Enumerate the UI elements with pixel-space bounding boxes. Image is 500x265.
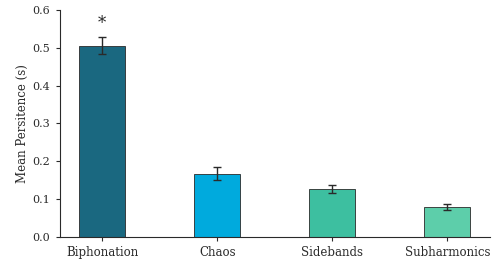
- Bar: [310, 189, 356, 237]
- Y-axis label: Mean Persitence (s): Mean Persitence (s): [16, 64, 28, 183]
- Bar: [424, 207, 470, 237]
- Bar: [194, 174, 240, 237]
- Text: *: *: [98, 15, 106, 32]
- Bar: [79, 46, 125, 237]
